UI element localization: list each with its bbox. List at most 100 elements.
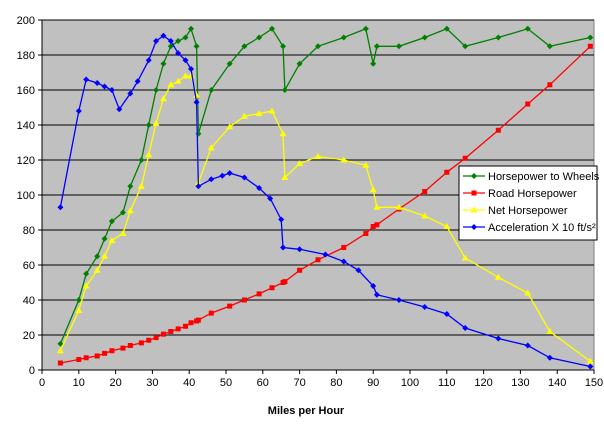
x-tick-label: 40 (183, 377, 195, 389)
data-point-2 (240, 112, 248, 119)
data-point-3 (160, 32, 167, 39)
data-point-2 (461, 254, 469, 261)
x-tick-label: 130 (511, 377, 529, 389)
data-point-3 (421, 304, 428, 310)
x-tick-label: 140 (548, 377, 566, 389)
data-point-0 (296, 60, 303, 67)
data-point-3 (175, 50, 182, 57)
data-point-1 (587, 43, 593, 49)
data-point-1 (525, 101, 531, 107)
data-point-3 (116, 106, 123, 113)
data-point-3 (462, 325, 469, 331)
data-point-2 (207, 144, 215, 151)
data-point-3 (395, 297, 402, 303)
x-tick-label: 50 (220, 377, 232, 389)
data-point-1 (127, 343, 133, 348)
data-point-2 (101, 252, 109, 259)
y-tick-label: 180 (17, 50, 35, 62)
data-point-3 (134, 78, 141, 85)
y-tick-label: 140 (17, 120, 35, 132)
legend-marker-2 (470, 206, 478, 213)
series-layer (56, 25, 594, 370)
x-tick-label: 10 (73, 377, 85, 389)
data-point-2 (126, 207, 134, 214)
data-point-0 (315, 43, 321, 50)
data-point-0 (94, 253, 101, 260)
data-point-3 (83, 76, 90, 83)
data-point-2 (268, 107, 276, 114)
data-point-2 (421, 212, 429, 219)
legend-marker-0 (471, 173, 477, 179)
data-point-0 (373, 43, 380, 50)
data-point-2 (279, 130, 287, 137)
data-point-3 (208, 176, 215, 183)
data-point-2 (174, 77, 182, 84)
data-point-3 (278, 216, 285, 223)
data-point-0 (188, 25, 195, 32)
data-point-2 (443, 223, 451, 229)
data-point-2 (362, 161, 370, 168)
legend-label-2: Net Horsepower (488, 205, 568, 217)
x-tick-label: 0 (39, 377, 45, 389)
data-point-0 (362, 25, 369, 32)
data-point-2 (119, 230, 127, 236)
legend-label-0: Horsepower to Wheels (488, 171, 600, 183)
data-point-2 (145, 151, 153, 158)
data-point-0 (587, 34, 594, 41)
data-point-1 (363, 231, 369, 236)
x-tick-label: 20 (109, 377, 121, 389)
series-group-3 (57, 32, 594, 370)
data-point-2 (75, 307, 83, 313)
data-point-3 (241, 174, 248, 181)
x-tick-label: 80 (330, 377, 342, 389)
data-point-1 (227, 303, 233, 309)
data-point-2 (524, 289, 532, 296)
data-point-3 (340, 258, 347, 265)
series-line-3 (59, 35, 591, 368)
legend: Horsepower to Wheels Road Horsepower Net H… (458, 165, 600, 241)
data-point-1 (269, 285, 275, 291)
data-point-2 (137, 182, 145, 189)
data-point-3 (195, 183, 202, 190)
data-point-0 (119, 209, 126, 216)
data-point-0 (495, 34, 502, 41)
x-tick-label: 60 (257, 377, 269, 389)
data-point-2 (152, 119, 160, 126)
data-point-3 (182, 57, 189, 64)
data-point-1 (495, 127, 501, 133)
data-point-1 (374, 222, 380, 228)
data-point-3 (226, 170, 233, 177)
data-point-3 (373, 291, 380, 298)
data-point-2 (314, 153, 322, 159)
y-tick-label: 60 (23, 260, 35, 272)
data-point-2 (494, 273, 502, 280)
data-point-1 (153, 335, 159, 341)
data-point-2 (369, 186, 377, 193)
data-point-3 (57, 204, 64, 211)
data-point-2 (373, 203, 381, 210)
data-point-1 (57, 360, 63, 366)
data-point-3 (193, 99, 200, 106)
data-point-0 (421, 34, 428, 41)
y-tick-label: 120 (17, 155, 35, 167)
data-point-3 (267, 195, 274, 202)
data-point-3 (75, 108, 82, 114)
data-point-3 (296, 246, 303, 253)
x-tick-label: 70 (293, 377, 305, 389)
y-tick-label: 80 (23, 225, 35, 237)
data-point-1 (370, 224, 376, 229)
data-point-1 (94, 353, 100, 359)
data-point-0 (281, 87, 288, 93)
data-point-1 (183, 323, 189, 329)
data-point-0 (138, 157, 145, 163)
data-point-1 (315, 257, 321, 263)
data-point-1 (208, 310, 214, 316)
data-point-1 (168, 329, 174, 334)
data-point-2 (159, 95, 167, 102)
legend-box (458, 165, 598, 241)
data-point-0 (182, 34, 189, 41)
axis-layer: 0 10 20 30 40 50 60 70 80 90 100 110 120 130 140 150 0 20… (17, 15, 604, 389)
data-point-2 (281, 174, 289, 180)
